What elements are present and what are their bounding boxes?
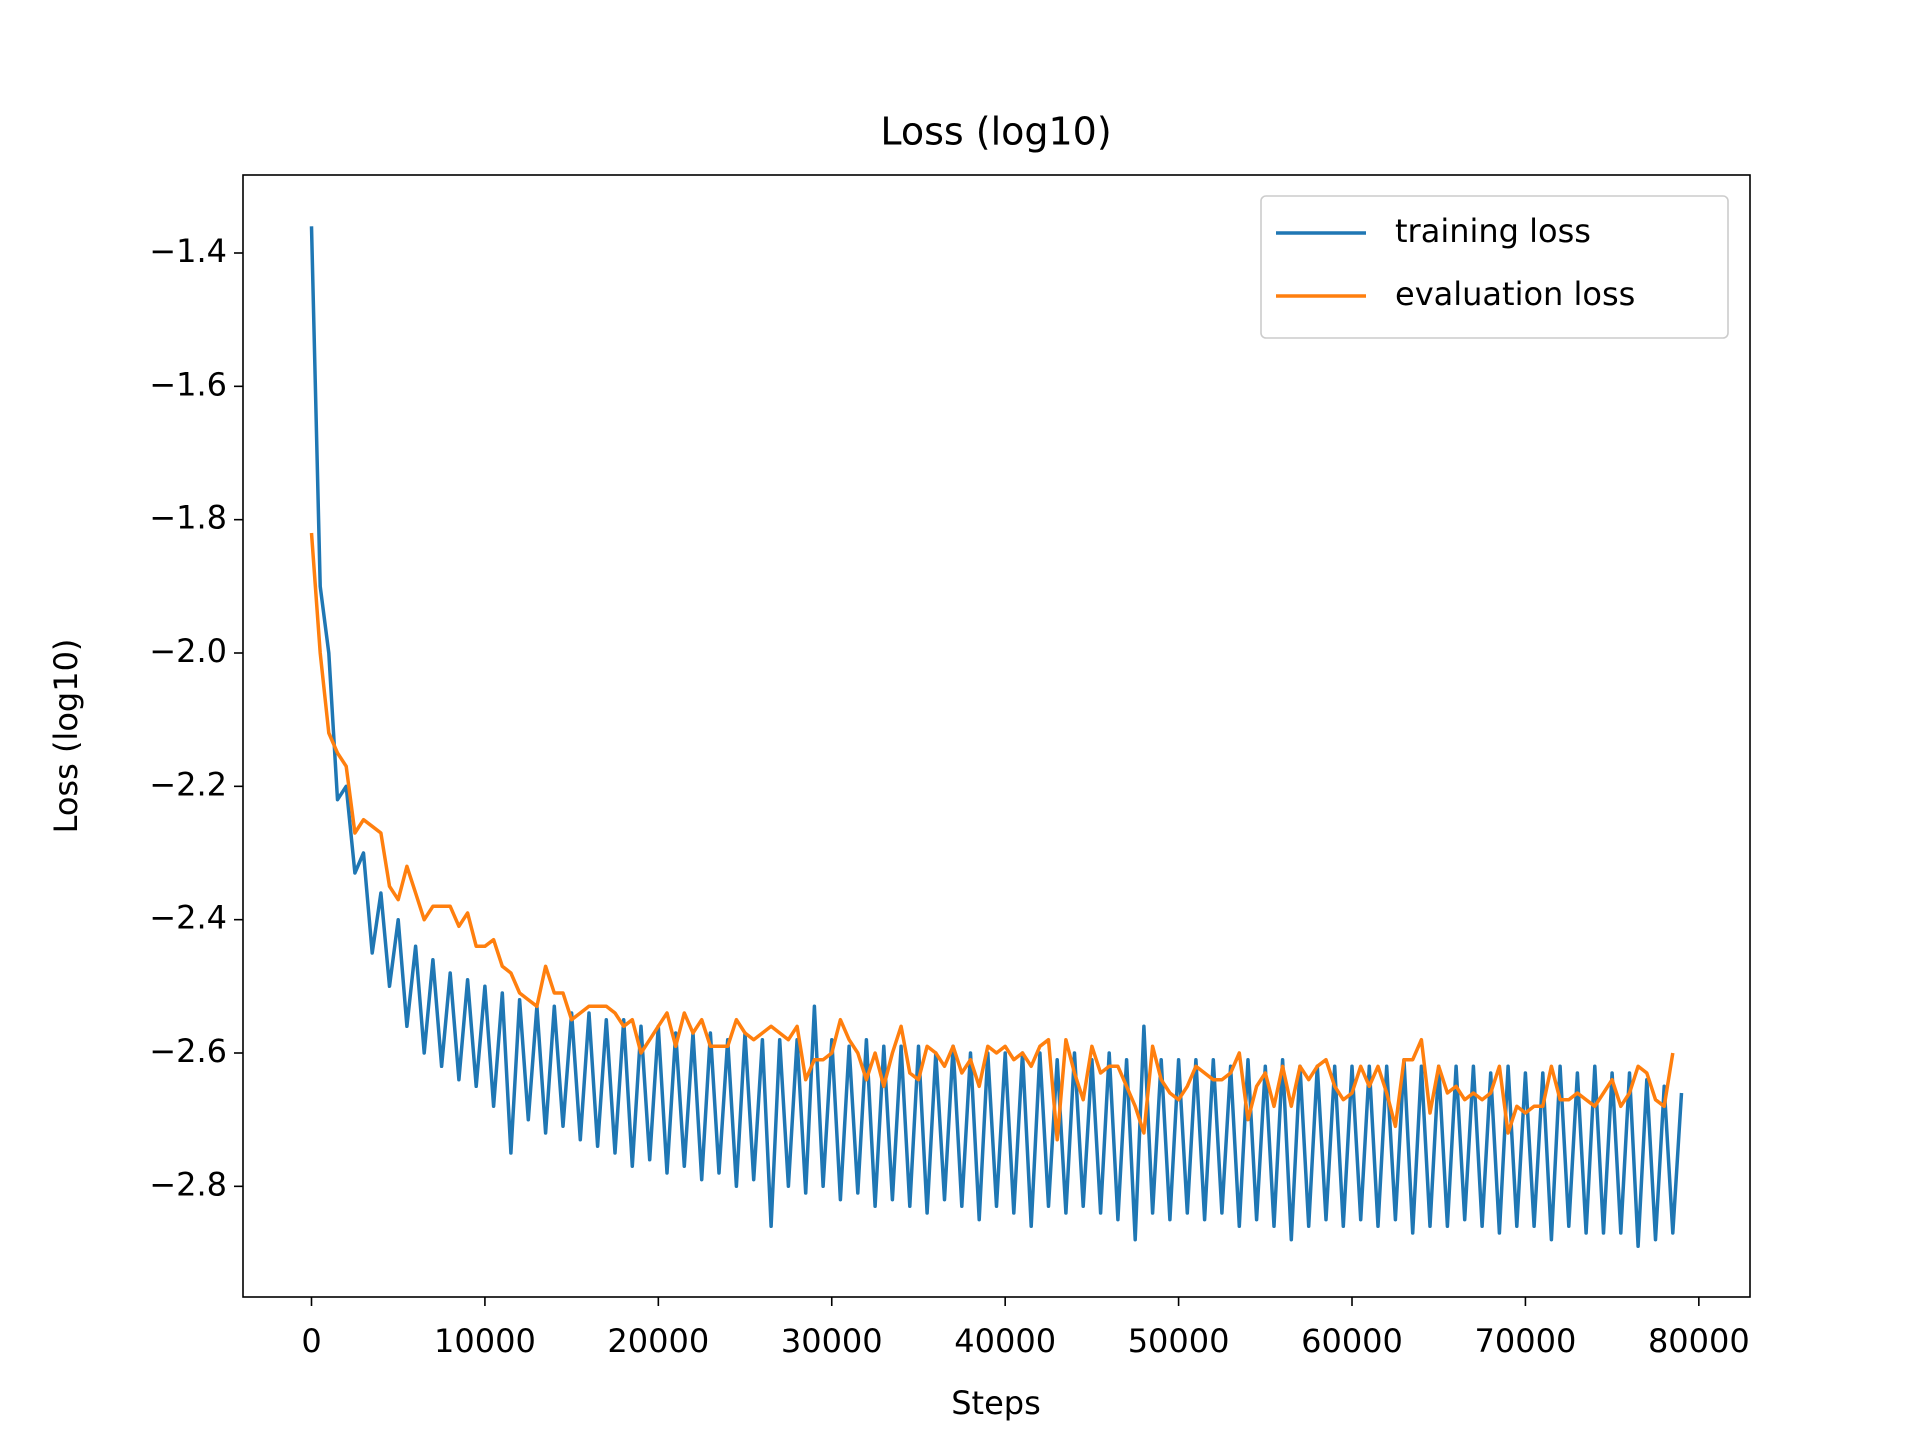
x-tick-label: 60000 xyxy=(1301,1322,1403,1360)
legend-label: evaluation loss xyxy=(1395,275,1635,313)
y-tick-label: −1.8 xyxy=(149,499,227,537)
x-tick-label: 70000 xyxy=(1475,1322,1577,1360)
y-tick-label: −2.4 xyxy=(149,899,227,937)
x-axis-label: Steps xyxy=(951,1384,1041,1422)
y-axis-label: Loss (log10) xyxy=(47,639,85,834)
chart-title: Loss (log10) xyxy=(880,110,1111,154)
series-line xyxy=(309,226,1684,1249)
x-tick-label: 50000 xyxy=(1128,1322,1230,1360)
x-tick-label: 0 xyxy=(301,1322,321,1360)
y-tick-label: −2.0 xyxy=(149,632,227,670)
x-tick-label: 20000 xyxy=(607,1322,709,1360)
y-tick-label: −2.2 xyxy=(149,765,227,803)
x-tick-label: 80000 xyxy=(1648,1322,1750,1360)
y-tick-label: −2.6 xyxy=(149,1032,227,1070)
x-tick-label: 10000 xyxy=(434,1322,536,1360)
plot-frame xyxy=(242,174,1751,1298)
y-tick-label: −1.6 xyxy=(149,365,227,403)
y-tick-label: −1.4 xyxy=(149,232,227,270)
x-tick-label: 30000 xyxy=(781,1322,883,1360)
y-tick-label: −2.8 xyxy=(149,1165,227,1203)
legend-box xyxy=(1260,195,1729,339)
series-line xyxy=(309,532,1675,1142)
x-tick-label: 40000 xyxy=(954,1322,1056,1360)
legend-label: training loss xyxy=(1395,212,1591,250)
